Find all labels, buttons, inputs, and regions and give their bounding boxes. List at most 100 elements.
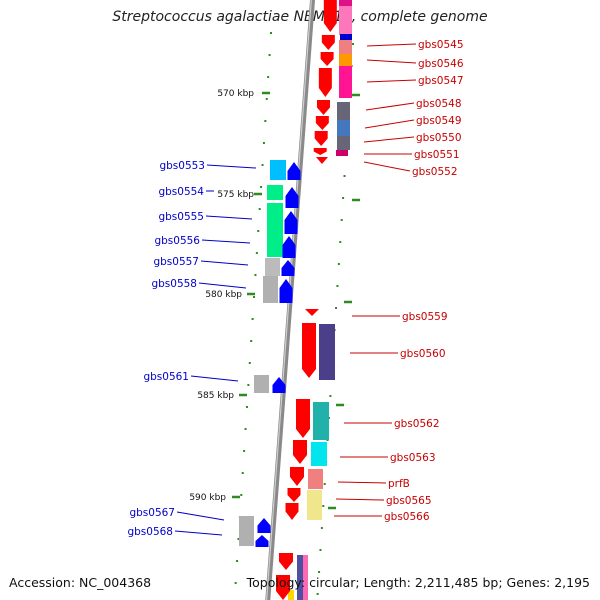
topology-text: Topology: circular; Length: 2,211,485 bp… [246,575,590,590]
gene-arrow-forward [285,187,299,208]
gene-label-gbs0545: gbs0545 [418,39,464,51]
label-leader [206,164,257,169]
minor-tick-right [339,241,342,243]
minor-tick-left [236,560,239,562]
feature-band [337,136,350,150]
label-leader [337,481,387,484]
minor-tick-left [245,406,248,408]
label-leader [198,282,247,289]
minor-tick-left [254,274,257,276]
label-leader [201,239,251,244]
minor-tick-left [250,340,253,342]
major-ticks: 570 kbp 575 kbp 580 kbp 585 kbp 590 kbp [189,89,360,510]
gene-arrow-reverse [276,575,290,600]
gene-arrow-reverse [293,440,307,464]
minor-tick-left [240,494,243,496]
minor-tick-right [340,219,343,221]
minor-tick-left [261,164,264,166]
feature-band [303,555,308,600]
gene-arrow-reverse [318,68,332,97]
major-tick-label: 590 kbp [189,493,226,503]
gene-arrow-forward [255,535,269,547]
feature-band [308,469,323,489]
minor-tick-right [316,593,319,595]
label-leader [363,136,415,143]
feature-band [319,324,335,380]
feature-band [311,442,327,466]
minor-tick-left [258,208,261,210]
gene-label-gbs0563: gbs0563 [390,452,436,464]
minor-tick-left [267,76,270,78]
label-leader [366,79,417,83]
gene-arrow-forward [287,162,301,180]
minor-tick-right [319,549,322,551]
gene-arrow-reverse [285,503,299,520]
minor-tick-left [264,120,267,122]
gene-arrow-reverse [279,553,293,570]
label-leader [366,43,417,47]
gene-arrow-reverse [305,309,319,316]
feature-band [339,0,352,6]
minor-tick-right [337,263,340,265]
feature-band [339,0,352,35]
feature-band [337,102,350,120]
gene-label-gbs0555: gbs0555 [158,211,204,223]
minor-tick-left [248,362,251,364]
minor-tick-left [255,252,258,254]
minor-tick-right [343,175,346,177]
gene-arrow-reverse [323,0,337,32]
minor-tick-left [241,472,244,474]
minor-tick-right [318,571,321,573]
feature-band [339,40,352,54]
gene-label-gbs0546: gbs0546 [418,58,464,70]
minor-tick-right [322,505,325,507]
minor-tick-left [247,384,250,386]
major-tick-label: 580 kbp [205,290,242,300]
minor-tick-right [352,43,354,45]
gene-arrow-forward [257,518,271,533]
feature-band [336,150,348,156]
gene-arrow-forward [284,211,298,234]
minor-tick-left [253,296,256,298]
minor-tick-left [251,318,254,320]
label-leader [200,260,249,266]
gene-arrow-forward [272,377,286,393]
gene-arrow-reverse [302,323,316,378]
gene-labels: gbs0545 gbs0546 gbs0547 gbs0548 gbs0549 gbs05… [127,39,463,538]
minor-tick-right [335,307,338,309]
feature-band [265,258,280,276]
minor-tick-right [320,527,323,529]
gene-label-gbs0568: gbs0568 [127,526,173,538]
gene-label-gbs0550: gbs0550 [416,132,462,144]
label-leader [335,498,385,501]
feature-band [267,185,283,257]
label-leader [366,59,417,64]
label-leader [190,375,239,382]
label-leader [174,530,223,536]
minor-tick-right [323,483,326,485]
gene-label-gbs0552: gbs0552 [412,166,458,178]
gene-arrow-reverse [321,35,335,50]
feature-band [337,120,350,136]
gene-label-gbs0547: gbs0547 [418,75,464,87]
minor-tick-right [329,395,332,397]
gene-arrows [255,0,337,600]
gene-label-gbs0562: gbs0562 [394,418,440,430]
gene-arrow-reverse [287,488,301,502]
minor-tick-left [257,230,260,232]
feature-band [254,375,269,393]
gene-label-gbs0557: gbs0557 [153,256,199,268]
gene-label-gbs0551: gbs0551 [414,149,460,161]
gene-label-gbs0549: gbs0549 [416,115,462,127]
gene-arrow-reverse [315,116,329,130]
map-title: Streptococcus agalactiae NEM316, complet… [112,9,488,25]
gene-arrow-reverse [320,52,334,66]
gene-arrow-forward [279,279,293,303]
feature-band [340,34,352,40]
gene-arrow-forward [281,260,295,276]
minor-tick-left [237,538,240,540]
gene-label-gbs0553: gbs0553 [159,160,205,172]
gene-arrow-reverse [316,157,328,164]
gene-arrow-reverse [290,467,304,486]
